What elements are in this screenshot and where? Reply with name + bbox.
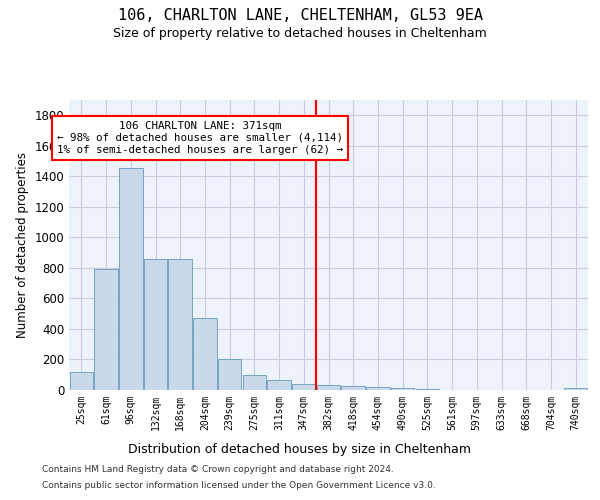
Bar: [193, 318, 217, 390]
Bar: [144, 258, 167, 390]
Bar: [341, 386, 365, 390]
Text: Size of property relative to detached houses in Cheltenham: Size of property relative to detached ho…: [113, 28, 487, 40]
Text: Contains HM Land Registry data © Crown copyright and database right 2024.: Contains HM Land Registry data © Crown c…: [42, 465, 394, 474]
Bar: [564, 388, 587, 390]
Bar: [391, 388, 415, 390]
Bar: [218, 360, 241, 390]
Bar: [366, 387, 389, 390]
Text: 106, CHARLTON LANE, CHELTENHAM, GL53 9EA: 106, CHARLTON LANE, CHELTENHAM, GL53 9EA: [118, 8, 482, 22]
Bar: [292, 384, 316, 390]
Text: Contains public sector information licensed under the Open Government Licence v3: Contains public sector information licen…: [42, 481, 436, 490]
Bar: [268, 380, 291, 390]
Bar: [169, 258, 192, 390]
Y-axis label: Number of detached properties: Number of detached properties: [16, 152, 29, 338]
Bar: [94, 268, 118, 390]
Text: Distribution of detached houses by size in Cheltenham: Distribution of detached houses by size …: [128, 442, 472, 456]
Text: 106 CHARLTON LANE: 371sqm
← 98% of detached houses are smaller (4,114)
1% of sem: 106 CHARLTON LANE: 371sqm ← 98% of detac…: [57, 122, 343, 154]
Bar: [416, 389, 439, 390]
Bar: [119, 168, 143, 390]
Bar: [317, 386, 340, 390]
Bar: [70, 372, 93, 390]
Bar: [242, 374, 266, 390]
